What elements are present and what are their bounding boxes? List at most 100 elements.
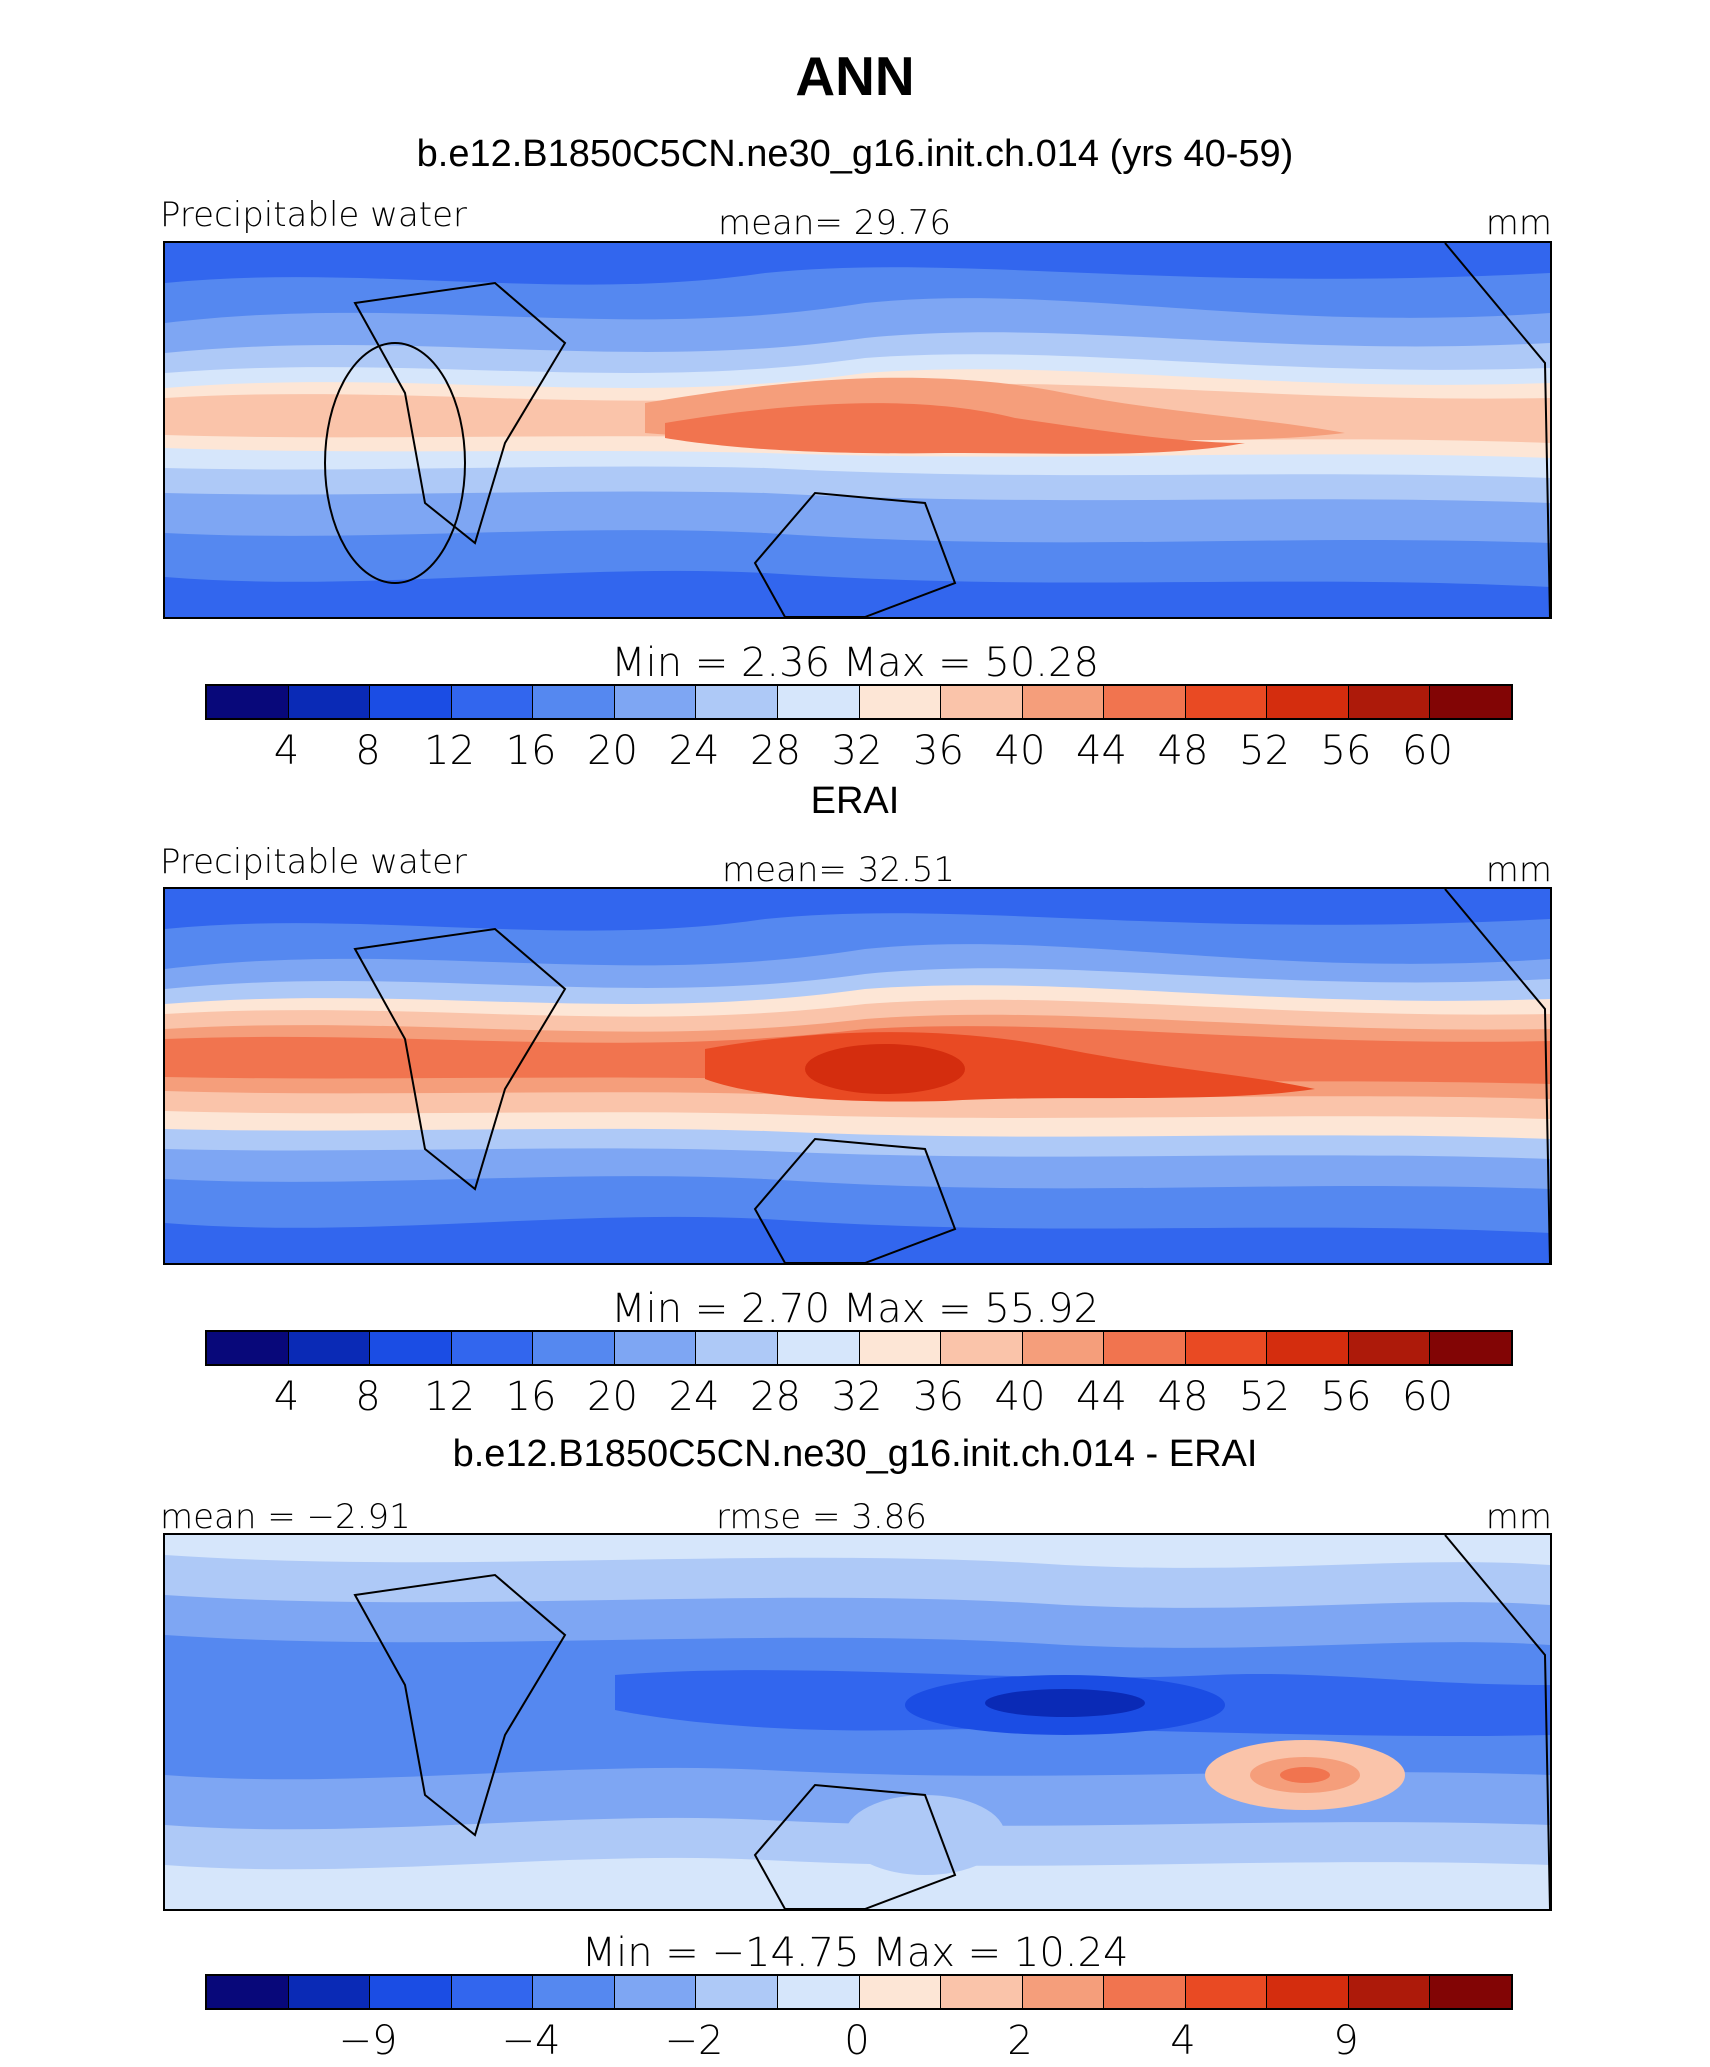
colorbar-swatch [614,686,697,718]
colorbar-swatch [451,1332,534,1364]
colorbar-tick-label: 36 [913,728,964,774]
colorbar-swatch [696,686,778,718]
colorbar-tick-label: 16 [505,728,557,774]
colorbar-tick-label: 52 [1239,1374,1290,1420]
colorbar-swatch [941,1976,1023,2008]
colorbar-swatch [1267,1976,1349,2008]
colorbar-tick-label: 28 [750,728,801,774]
colorbar-swatch [1185,686,1268,718]
colorbar-swatch [288,686,371,718]
colorbar-swatch [370,1976,452,2008]
colorbar-swatch [1267,686,1349,718]
panel-1-colorbar [205,684,1513,720]
colorbar-tick-label: 9 [1333,2018,1359,2064]
colorbar-tick-label: 56 [1320,1374,1372,1420]
colorbar-swatch [370,1332,452,1364]
colorbar-swatch [614,1332,697,1364]
colorbar-swatch [1430,686,1511,718]
colorbar-swatch [696,1332,778,1364]
colorbar-tick-label: 44 [1076,1374,1127,1420]
colorbar-swatch [1267,1332,1349,1364]
colorbar-swatch [451,1976,534,2008]
colorbar-tick-label: 24 [668,1374,720,1420]
colorbar-tick-label: 40 [994,728,1046,774]
colorbar-swatch [1104,686,1186,718]
colorbar-tick-label: 56 [1320,728,1372,774]
colorbar-swatch [1348,1976,1431,2008]
colorbar-tick-label: 20 [587,1374,638,1420]
colorbar-swatch [696,1976,778,2008]
colorbar-tick-label: 24 [668,728,720,774]
panel-3-title: b.e12.B1850C5CN.ne30_g16.init.ch.014 - E… [452,1433,1258,1475]
colorbar-swatch [207,1976,289,2008]
colorbar-tick-label: 2 [1007,2018,1033,2064]
colorbar-tick-label: 32 [831,1374,883,1420]
panel-3-mean-label: mean = −2.91 [160,1497,411,1537]
colorbar-swatch [1022,686,1105,718]
colorbar-tick-label: 48 [1157,728,1209,774]
panel-2-title: ERAI [810,780,900,822]
colorbar-swatch [777,686,860,718]
colorbar-tick-label: 12 [424,728,475,774]
colorbar-swatch [859,1976,942,2008]
colorbar-swatch [1022,1976,1105,2008]
panel-2-variable-label: Precipitable water [160,842,468,882]
colorbar-tick-label: 60 [1402,728,1453,774]
colorbar-tick-label: −2 [664,2018,724,2064]
panel-2-mean-label: mean= 32.51 [722,850,956,890]
colorbar-swatch [1185,1976,1268,2008]
colorbar-swatch [614,1976,697,2008]
panel-1-units: mm [1485,203,1552,243]
panel-3-minmax: Min = −14.75 Max = 10.24 [581,1930,1129,1976]
colorbar-swatch [859,1332,942,1364]
colorbar-tick-label: 16 [505,1374,557,1420]
colorbar-tick-label: 20 [587,728,638,774]
panel-2-minmax: Min = 2.70 Max = 55.92 [611,1286,1099,1332]
panel-1-minmax: Min = 2.36 Max = 50.28 [611,640,1099,686]
panel-1-mean-label: mean= 29.76 [718,203,952,243]
colorbar-tick-label: 12 [424,1374,475,1420]
panel-2-units: mm [1485,850,1552,890]
panel-1-map [163,241,1552,619]
colorbar-tick-label: 32 [831,728,883,774]
colorbar-swatch [1348,1332,1431,1364]
panel-3-map [163,1533,1552,1911]
colorbar-swatch [859,686,942,718]
panel-1-title: b.e12.B1850C5CN.ne30_g16.init.ch.014 (yr… [416,133,1294,175]
colorbar-swatch [1430,1976,1511,2008]
colorbar-tick-label: 28 [750,1374,801,1420]
colorbar-swatch [1430,1332,1511,1364]
colorbar-swatch [1104,1976,1186,2008]
colorbar-tick-label: 60 [1402,1374,1453,1420]
colorbar-tick-label: 48 [1157,1374,1209,1420]
colorbar-swatch [777,1332,860,1364]
colorbar-swatch [1104,1332,1186,1364]
page-title: ANN [795,45,915,107]
colorbar-swatch [1348,686,1431,718]
colorbar-tick-label: 4 [273,1374,300,1420]
panel-3-colorbar [205,1974,1513,2010]
colorbar-swatch [533,1976,615,2008]
colorbar-swatch [451,686,534,718]
colorbar-tick-label: 8 [355,1374,381,1420]
colorbar-tick-label: −9 [338,2018,398,2064]
colorbar-swatch [288,1332,371,1364]
colorbar-swatch [207,1332,289,1364]
colorbar-swatch [370,686,452,718]
colorbar-swatch [533,1332,615,1364]
colorbar-tick-label: 4 [1170,2018,1196,2064]
colorbar-tick-label: 4 [273,728,300,774]
colorbar-tick-label: 8 [355,728,381,774]
colorbar-tick-label: 40 [994,1374,1046,1420]
colorbar-tick-label: 44 [1076,728,1127,774]
colorbar-swatch [533,686,615,718]
colorbar-swatch [777,1976,860,2008]
panel-1-variable-label: Precipitable water [160,195,468,235]
colorbar-swatch [207,686,289,718]
colorbar-tick-label: 0 [844,2018,870,2064]
colorbar-swatch [941,686,1023,718]
colorbar-tick-label: −4 [501,2018,561,2064]
colorbar-swatch [288,1976,371,2008]
panel-2-colorbar [205,1330,1513,1366]
colorbar-tick-label: 52 [1239,728,1290,774]
